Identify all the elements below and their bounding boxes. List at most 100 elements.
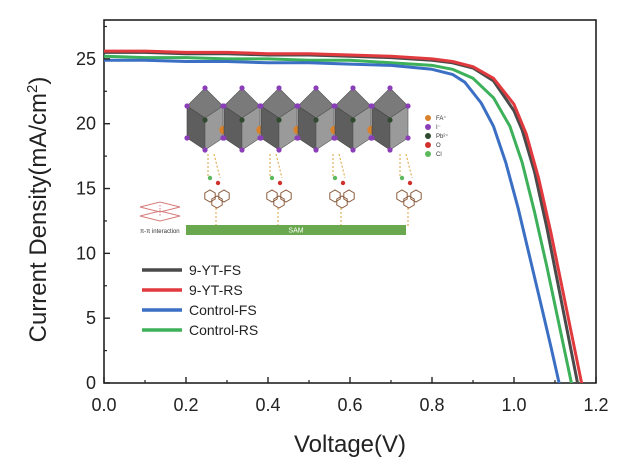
oxygen-atom	[215, 180, 221, 186]
iodide-atom	[221, 135, 227, 141]
inset-legend-label: Cl	[436, 152, 442, 158]
lead-atom	[350, 117, 356, 123]
y-tick-label: 10	[76, 243, 96, 263]
hydrogen-bond	[275, 153, 283, 179]
aromatic-ring	[396, 189, 408, 203]
iodide-atom	[221, 103, 227, 109]
lead-atom	[276, 117, 282, 123]
inset-legend-marker	[425, 151, 431, 157]
series-line-control-rs	[104, 54, 573, 383]
chlorine-atom	[399, 175, 405, 181]
aromatic-ring	[329, 189, 341, 203]
aromatic-ring	[336, 195, 348, 209]
chlorine-atom	[207, 175, 213, 181]
aromatic-ring	[410, 189, 422, 203]
iodide-atom	[332, 103, 338, 109]
y-axis-title-main: Current Density(mA/cm	[25, 93, 52, 342]
y-axis-title-close: )	[25, 77, 52, 85]
x-tick-label: 0.0	[91, 395, 116, 415]
legend-label: Control-RS	[189, 322, 258, 338]
iodide-atom	[295, 103, 301, 109]
iodide-atom	[350, 147, 356, 153]
x-tick-label: 1.0	[501, 395, 526, 415]
legend-label: 9-YT-RS	[189, 282, 243, 298]
lead-atom	[239, 117, 245, 123]
y-axis-title: Current Density(mA/cm2)	[24, 77, 52, 343]
y-tick-label: 0	[86, 373, 96, 393]
iodide-atom	[202, 147, 208, 153]
aromatic-ring	[403, 195, 415, 209]
hydrogen-bond	[338, 153, 346, 179]
iodide-atom	[332, 135, 338, 141]
iodide-atom	[313, 147, 319, 153]
oxygen-atom	[340, 180, 346, 186]
iodide-atom	[295, 135, 301, 141]
iodide-atom	[239, 147, 245, 153]
iodide-atom	[202, 85, 208, 91]
inset-legend-marker	[425, 142, 431, 148]
inset-legend-label: I⁻	[436, 125, 441, 131]
y-axis-title-sup: 2	[24, 85, 41, 93]
oxygen-atom	[277, 180, 283, 186]
sam-label: SAM	[288, 228, 303, 235]
sam-layer	[186, 225, 406, 235]
aromatic-ring	[266, 189, 278, 203]
iodide-atom	[350, 85, 356, 91]
iodide-atom	[276, 147, 282, 153]
pi-stack-ring	[139, 201, 181, 213]
x-tick-label: 1.2	[583, 395, 608, 415]
aromatic-ring	[273, 195, 285, 209]
pi-stack-ring	[139, 210, 181, 222]
oxygen-atom	[407, 180, 413, 186]
y-tick-label: 20	[76, 114, 96, 134]
lead-atom	[313, 117, 319, 123]
iodide-atom	[387, 85, 393, 91]
iodide-atom	[258, 135, 264, 141]
inset-legend-marker	[425, 115, 431, 121]
inset-legend-label: O	[436, 143, 441, 149]
aromatic-ring	[280, 189, 292, 203]
chlorine-atom	[332, 175, 338, 181]
inset-legend-label: Pb²⁺	[436, 133, 449, 140]
iodide-atom	[258, 103, 264, 109]
inset-legend-marker	[425, 133, 431, 139]
inset-diagram: SAM π-π interaction FA⁺ I⁻ Pb²⁺ O Cl	[139, 85, 449, 235]
iodide-atom	[184, 135, 190, 141]
series-line-control-fs	[104, 58, 561, 383]
x-tick-label: 0.8	[419, 395, 444, 415]
aromatic-ring	[211, 195, 223, 209]
iodide-atom	[369, 103, 375, 109]
x-axis-title: Voltage(V)	[294, 431, 406, 458]
aromatic-ring	[218, 189, 230, 203]
iodide-atom	[184, 103, 190, 109]
series-line-9-yt-rs	[104, 49, 584, 383]
y-tick-label: 15	[76, 179, 96, 199]
pi-interaction-label: π-π interaction	[140, 229, 180, 235]
axis-ticks: 0.0 0.2 0.4 0.6 0.8 1.0 1.2 0 5 10 15 20 25	[76, 25, 609, 415]
aromatic-ring	[343, 189, 355, 203]
hydrogen-bond	[405, 153, 413, 179]
iodide-atom	[405, 135, 411, 141]
legend-label: Control-FS	[189, 302, 257, 318]
aromatic-ring	[204, 189, 216, 203]
series-layer	[104, 49, 584, 383]
lead-atom	[202, 117, 208, 123]
inset-legend-label: FA⁺	[436, 115, 447, 122]
iodide-atom	[369, 135, 375, 141]
x-tick-label: 0.2	[173, 395, 198, 415]
x-tick-label: 0.4	[255, 395, 280, 415]
lead-atom	[387, 117, 393, 123]
chlorine-atom	[269, 175, 275, 181]
y-tick-label: 5	[86, 308, 96, 328]
inset-legend-marker	[425, 124, 431, 130]
y-tick-label: 25	[76, 49, 96, 69]
iodide-atom	[239, 85, 245, 91]
iodide-atom	[313, 85, 319, 91]
hydrogen-bond	[213, 153, 221, 179]
legend-label: 9-YT-FS	[189, 262, 241, 278]
x-tick-label: 0.6	[337, 395, 362, 415]
iodide-atom	[276, 85, 282, 91]
iodide-atom	[405, 103, 411, 109]
iodide-atom	[387, 147, 393, 153]
